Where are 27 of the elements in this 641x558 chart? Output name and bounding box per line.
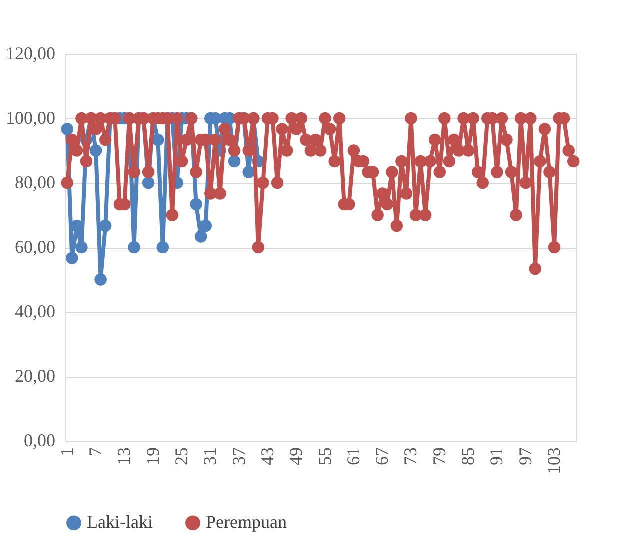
x-tick-label: 13 [114, 448, 134, 466]
x-tick-label: 37 [228, 448, 249, 466]
y-tick-label: 100,00 [6, 108, 56, 128]
x-tick-label: 97 [515, 448, 536, 466]
y-tick-label: 80,00 [15, 172, 56, 192]
x-tick-label: 103 [544, 448, 564, 474]
y-tick-label: 40,00 [15, 302, 56, 322]
y-tick-label: 60,00 [15, 237, 56, 257]
x-tick-label: 19 [142, 448, 163, 466]
x-tick-label: 85 [458, 448, 478, 466]
x-tick-label: 61 [343, 448, 364, 466]
x-tick-label: 43 [257, 448, 278, 466]
x-tick-label: 25 [172, 448, 192, 466]
x-tick-label: 1 [56, 448, 77, 456]
y-tick-label: 120,00 [6, 44, 56, 64]
x-tick-label: 67 [372, 448, 392, 466]
x-tick-label: 73 [400, 448, 421, 466]
legend-label: Laki-laki [87, 512, 153, 532]
y-tick-label: 20,00 [15, 366, 56, 386]
y-tick-label: 0,00 [24, 430, 56, 450]
x-tick-label: 49 [286, 448, 306, 466]
x-tick-label: 91 [486, 448, 507, 466]
x-tick-label: 79 [429, 448, 450, 466]
legend-label: Perempuan [206, 512, 287, 532]
x-tick-label: 7 [86, 448, 106, 456]
x-tick-label: 31 [200, 448, 220, 466]
x-tick-label: 55 [314, 448, 335, 466]
